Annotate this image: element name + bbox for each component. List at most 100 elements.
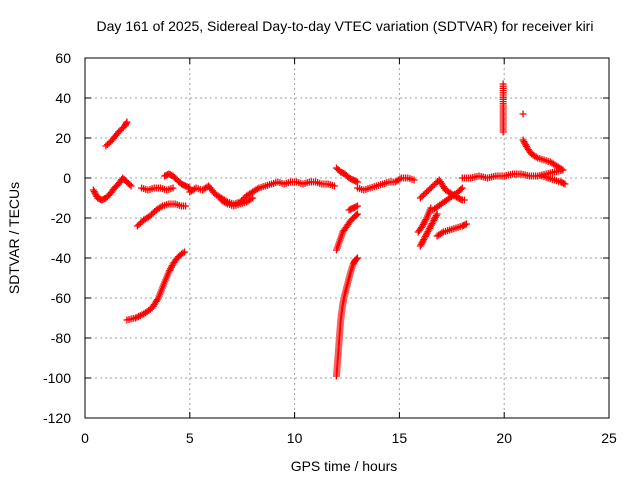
- y-tick-label: 0: [63, 170, 71, 186]
- data-point: [422, 231, 430, 239]
- data-point: [416, 242, 424, 250]
- data-point: [353, 202, 361, 210]
- data-point: [330, 182, 338, 190]
- data-point: [421, 190, 429, 197]
- data-point: [352, 177, 360, 185]
- data-point: [89, 186, 97, 194]
- data-point: [133, 313, 141, 321]
- data-point: [133, 222, 141, 230]
- data-point: [438, 229, 446, 237]
- data-point: [426, 185, 434, 193]
- data-point: [122, 119, 130, 127]
- series-arc-11: [333, 164, 361, 186]
- x-tick-label: 0: [81, 430, 89, 446]
- data-point: [424, 187, 432, 194]
- y-tick-label: 60: [55, 50, 71, 66]
- data-point: [460, 196, 468, 204]
- axis-ticks: 0 5 10 15 20 25 -120 -100 -80 -60 -40 -20 0 20 40 60: [43, 50, 617, 446]
- data-point: [461, 221, 469, 229]
- data-point: [421, 234, 429, 242]
- chart-title: Day 161 of 2025, Sidereal Day-to-day VTE…: [97, 18, 594, 34]
- data-point: [148, 211, 156, 218]
- data-point: [431, 181, 439, 188]
- x-tick-label: 15: [392, 430, 408, 446]
- data-point: [426, 224, 434, 232]
- data-point: [421, 232, 429, 240]
- data-point: [123, 118, 131, 126]
- data-point: [420, 219, 428, 227]
- data-point: [432, 212, 440, 220]
- data-point: [561, 180, 569, 188]
- series-arc-14: [416, 210, 441, 250]
- data-point: [127, 182, 135, 190]
- data-point: [416, 194, 424, 202]
- data-point: [521, 139, 529, 147]
- x-tick-label: 25: [601, 430, 617, 446]
- data-point: [92, 191, 100, 199]
- data-point: [423, 229, 431, 237]
- data-point: [421, 217, 429, 225]
- data-point: [532, 153, 540, 161]
- series-arc-18: [429, 184, 466, 214]
- data-point: [457, 185, 465, 193]
- data-point: [126, 181, 134, 189]
- data-point: [559, 166, 567, 174]
- data-point: [557, 165, 565, 173]
- series-arc-12: [345, 202, 361, 214]
- series-arc-15: [414, 204, 435, 236]
- data-point: [249, 194, 257, 202]
- data-point: [431, 213, 439, 221]
- data-point: [136, 312, 144, 320]
- series-arc-02: [89, 174, 135, 204]
- data-point: [429, 218, 437, 226]
- data-point: [426, 223, 434, 231]
- data-point: [135, 312, 143, 320]
- data-point: [253, 185, 261, 193]
- series-arc-17: [433, 220, 470, 240]
- data-point: [135, 221, 143, 228]
- data-point: [353, 254, 361, 262]
- series-arc-06: [161, 170, 194, 192]
- data-point: [458, 184, 466, 192]
- series-arc-07: [186, 178, 338, 208]
- data-point: [520, 138, 528, 146]
- data-point: [418, 222, 426, 230]
- series-arc-13: [353, 174, 418, 194]
- data-point: [146, 212, 154, 220]
- series-arc-01: [102, 118, 131, 150]
- data-point: [418, 193, 426, 200]
- data-points: [89, 80, 569, 380]
- data-point: [247, 195, 255, 203]
- series-arc-22: [519, 136, 567, 174]
- data-point: [522, 141, 530, 149]
- data-point: [430, 216, 438, 224]
- series-arc-04: [123, 248, 189, 324]
- data-point: [105, 139, 113, 147]
- data-point: [239, 195, 247, 203]
- data-point: [431, 215, 439, 223]
- data-point: [519, 110, 527, 118]
- x-axis-label: GPS time / hours: [291, 458, 398, 474]
- data-point: [352, 255, 360, 263]
- data-point: [427, 221, 435, 229]
- data-point: [425, 226, 433, 234]
- y-tick-label: -100: [43, 370, 71, 386]
- data-point: [131, 314, 139, 322]
- data-point: [423, 188, 431, 196]
- data-point: [182, 202, 190, 210]
- y-tick-label: -80: [51, 330, 71, 346]
- data-point: [179, 249, 187, 257]
- data-point: [417, 240, 425, 248]
- series-arc-03: [133, 200, 190, 230]
- data-point: [115, 128, 123, 136]
- data-point: [166, 266, 174, 274]
- data-point: [560, 179, 568, 187]
- data-point: [418, 239, 426, 247]
- series-arc-23: [538, 172, 569, 188]
- x-tick-label: 5: [186, 430, 194, 446]
- data-point: [457, 195, 465, 203]
- data-point: [433, 210, 441, 218]
- data-point: [420, 191, 428, 199]
- x-tick-label: 10: [287, 430, 303, 446]
